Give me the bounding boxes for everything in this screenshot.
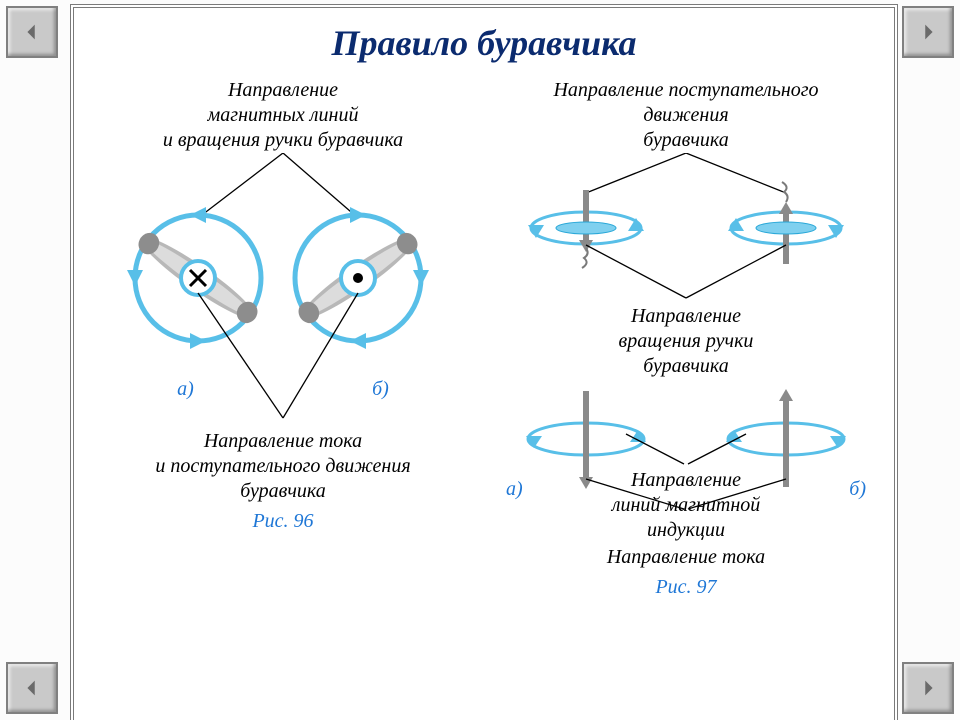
fig97-top-svg xyxy=(496,153,876,303)
figure-97: Направление поступательного движения бур… xyxy=(496,78,876,648)
page-title: Правило буравчика xyxy=(88,22,880,64)
fig96-label-b: б) xyxy=(372,378,389,401)
fig97-cap2: Направление вращения ручки буравчика xyxy=(496,304,876,379)
nav-prev-top[interactable] xyxy=(6,6,58,58)
fig97-label-b: б) xyxy=(849,478,866,501)
nav-prev-bottom[interactable] xyxy=(6,662,58,714)
fig96-svg xyxy=(88,153,478,433)
nav-next-bottom[interactable] xyxy=(902,662,954,714)
nav-next-top[interactable] xyxy=(902,6,954,58)
fig97-cap1: Направление поступательного движения бур… xyxy=(496,78,876,153)
figure-96: Направление магнитных линий и вращения р… xyxy=(88,78,478,648)
content-frame: Правило буравчика Направление магнитных … xyxy=(70,4,898,720)
fig96-label-a: а) xyxy=(177,378,194,401)
fig96-number: Рис. 96 xyxy=(88,510,478,533)
fig97-label-a: а) xyxy=(506,478,523,501)
fig97-cap4: Направление тока xyxy=(496,545,876,570)
fig96-bottom-caption: Направление тока и поступательного движе… xyxy=(88,429,478,504)
fig96-top-caption: Направление магнитных линий и вращения р… xyxy=(88,78,478,153)
fig97-number: Рис. 97 xyxy=(496,576,876,599)
